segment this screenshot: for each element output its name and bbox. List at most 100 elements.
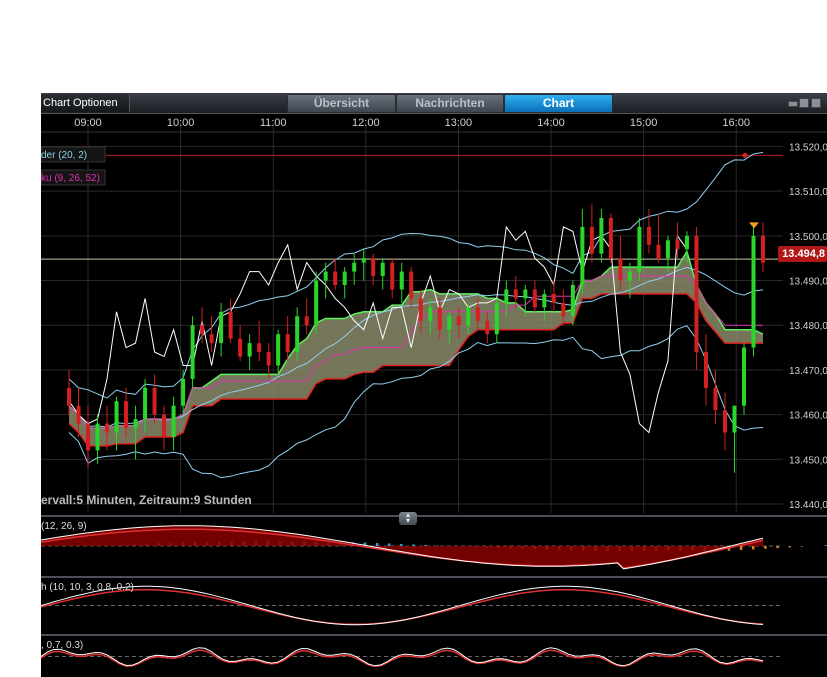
candle-up xyxy=(627,271,632,281)
macd-histogram-bar xyxy=(387,543,391,546)
candle-down xyxy=(285,334,290,353)
macd-histogram-bar xyxy=(800,546,804,547)
candle-down xyxy=(76,405,81,424)
subpanel-main-line xyxy=(41,585,764,626)
candle-up xyxy=(361,258,366,263)
tab-news[interactable]: Nachrichten xyxy=(396,94,504,113)
candle-up xyxy=(665,240,670,259)
candle-down xyxy=(694,235,699,353)
macd-histogram-bar xyxy=(375,543,379,546)
price-axis-label: 13.500,0 xyxy=(789,232,827,243)
macd-histogram-bar xyxy=(363,542,367,546)
candle-down xyxy=(675,240,680,250)
macd-histogram-bar xyxy=(776,546,779,549)
candle-up xyxy=(542,293,547,308)
chart-application: Chart Optionen Übersicht Nachrichten Cha… xyxy=(41,93,827,677)
cloud-fill xyxy=(69,251,763,446)
candle-down xyxy=(418,298,423,321)
candle-down xyxy=(67,387,71,406)
subpanel-signal-line xyxy=(41,649,764,668)
candle-down xyxy=(646,226,651,245)
candle-up xyxy=(247,343,252,357)
candle-up xyxy=(295,316,300,353)
candle-up xyxy=(314,280,319,326)
bollinger-upper-band xyxy=(68,151,764,399)
current-price-tag: 13.494,8 xyxy=(778,246,827,262)
candle-down xyxy=(761,235,765,263)
macd-histogram-bar xyxy=(764,546,767,549)
candle-up xyxy=(732,405,737,433)
price-axis-label: 13.460,0 xyxy=(789,411,827,422)
candle-down xyxy=(703,352,708,388)
indicator-legend-box xyxy=(41,169,106,186)
candle-up xyxy=(751,235,756,348)
tab-overview[interactable]: Übersicht xyxy=(287,94,396,113)
subpanel-main-line xyxy=(41,525,764,570)
candle-up xyxy=(580,226,585,285)
candle-up xyxy=(599,217,604,254)
macd-histogram-bar xyxy=(436,545,439,546)
price-axis-label: 13.520,0 xyxy=(789,142,827,153)
candle-up xyxy=(523,289,528,299)
candle-down xyxy=(266,352,271,366)
time-axis-label: 15:00 xyxy=(630,117,658,129)
candle-down xyxy=(409,271,414,299)
time-axis-label: 13:00 xyxy=(445,117,473,129)
subpanel-label: h (10, 10, 3, 0.8, 0.2) xyxy=(41,582,134,593)
candle-down xyxy=(561,302,566,317)
candle-down xyxy=(437,307,442,330)
macd-histogram-bar xyxy=(412,544,415,546)
candle-up xyxy=(114,401,119,433)
subpanel-label: (12, 26, 9) xyxy=(41,521,87,532)
candle-up xyxy=(95,423,100,451)
candle-down xyxy=(238,338,243,357)
candle-down xyxy=(333,271,338,285)
candle-down xyxy=(209,334,214,344)
chart-options-button[interactable]: Chart Optionen xyxy=(41,94,130,112)
price-axis-label: 13.480,0 xyxy=(789,321,827,332)
candle-up xyxy=(171,405,176,437)
candle-down xyxy=(618,258,623,281)
candle-up xyxy=(447,316,452,330)
minimize-icon[interactable] xyxy=(788,101,798,107)
macd-histogram-bar xyxy=(788,546,791,548)
candle-down xyxy=(228,311,233,339)
candle-up xyxy=(342,271,347,285)
candle-down xyxy=(371,258,376,277)
candle-up xyxy=(181,378,186,406)
candle-down xyxy=(200,325,205,335)
indicator-legend-label: ku (9, 26, 52) xyxy=(41,173,100,184)
chart-canvas[interactable]: 09:00 10:00 11:00 12:00 13:00 14:00 15:00 16:00… xyxy=(41,113,827,677)
candle-down xyxy=(390,262,395,290)
candle-down xyxy=(304,316,309,326)
candle-up xyxy=(504,289,509,303)
candle-down xyxy=(589,226,594,254)
macd-area xyxy=(41,525,763,569)
candle-down xyxy=(162,414,167,437)
tab-chart[interactable]: Chart xyxy=(504,94,613,113)
time-axis-label: 14:00 xyxy=(537,117,565,129)
candle-down xyxy=(513,289,518,299)
candle-up xyxy=(570,285,575,317)
bollinger-middle-band xyxy=(68,266,764,428)
maximize-icon[interactable] xyxy=(811,98,821,108)
collapse-panel-button[interactable]: ▴ ▾ xyxy=(399,511,417,525)
candle-down xyxy=(656,244,661,259)
indicator-subpanels: (12, 26, 9) h (10, 10, 3, 0.8, 0.2) , 0.7,… xyxy=(41,515,827,677)
top-toolbar: Chart Optionen Übersicht Nachrichten Cha… xyxy=(41,93,827,114)
restore-icon[interactable] xyxy=(799,98,809,108)
subpanel-main-line xyxy=(41,647,764,667)
indicator-legend-label: der (20, 2) xyxy=(41,150,87,161)
macd-histogram-bar xyxy=(751,546,755,550)
resistance-touch-marker xyxy=(742,152,748,158)
indicator-legend-box xyxy=(41,146,106,163)
time-axis-label: 12:00 xyxy=(352,117,380,129)
candlestick-series xyxy=(67,152,765,473)
time-axis-label: 10:00 xyxy=(167,117,195,129)
candle-down xyxy=(152,387,157,415)
candle-down xyxy=(257,343,262,353)
candle-up xyxy=(143,387,148,420)
candle-up xyxy=(380,262,385,277)
price-axis-label: 13.510,0 xyxy=(789,187,827,198)
candle-down xyxy=(608,217,613,259)
